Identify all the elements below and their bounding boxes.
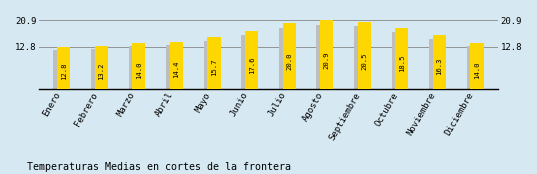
Bar xyxy=(91,49,104,89)
Bar xyxy=(207,37,221,89)
Text: 17.6: 17.6 xyxy=(249,56,255,74)
Text: 13.2: 13.2 xyxy=(98,62,104,80)
Bar xyxy=(57,47,70,89)
Bar xyxy=(245,31,258,89)
Bar xyxy=(95,46,108,89)
Bar xyxy=(467,46,480,89)
Bar xyxy=(241,35,255,89)
Text: 14.4: 14.4 xyxy=(173,61,179,78)
Bar xyxy=(279,28,292,89)
Bar xyxy=(429,39,442,89)
Text: 18.5: 18.5 xyxy=(399,55,405,72)
Text: 20.5: 20.5 xyxy=(361,52,367,70)
Bar xyxy=(358,22,371,89)
Bar xyxy=(166,45,179,89)
Bar xyxy=(391,33,405,89)
Bar xyxy=(282,23,296,89)
Text: 20.0: 20.0 xyxy=(286,53,292,70)
Text: 14.0: 14.0 xyxy=(136,61,142,78)
Text: 14.0: 14.0 xyxy=(474,61,480,78)
Text: 12.8: 12.8 xyxy=(61,63,67,80)
Bar xyxy=(132,43,146,89)
Text: 16.3: 16.3 xyxy=(437,58,442,75)
Text: 15.7: 15.7 xyxy=(211,59,217,76)
Bar xyxy=(128,46,142,89)
Bar xyxy=(170,42,183,89)
Bar xyxy=(53,50,67,89)
Text: Temperaturas Medias en cortes de la frontera: Temperaturas Medias en cortes de la fron… xyxy=(27,162,291,172)
Bar xyxy=(316,25,330,89)
Bar xyxy=(470,43,484,89)
Bar xyxy=(433,35,446,89)
Bar xyxy=(320,20,333,89)
Bar xyxy=(395,28,409,89)
Bar xyxy=(354,26,367,89)
Text: 20.9: 20.9 xyxy=(324,52,330,69)
Bar xyxy=(204,41,217,89)
